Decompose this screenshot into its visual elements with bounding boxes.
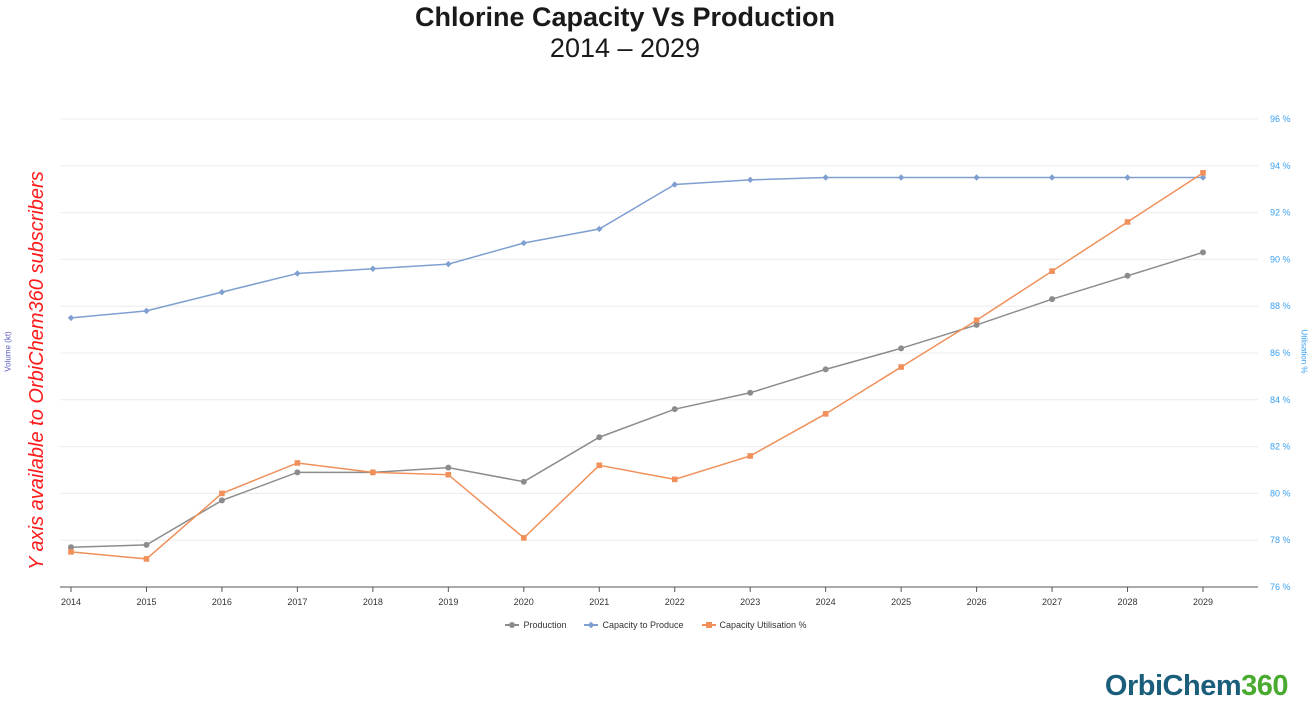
point-capacity-utilisation — [370, 469, 376, 476]
x-tick-label: 2021 — [589, 597, 609, 607]
point-production — [596, 434, 603, 441]
point-production — [747, 389, 754, 396]
x-tick-label: 2029 — [1193, 597, 1213, 607]
point-production — [898, 345, 905, 352]
y-tick-label: 78 % — [1270, 535, 1291, 545]
point-production — [973, 321, 980, 328]
point-production — [143, 541, 150, 548]
point-capacity-to-produce — [897, 174, 905, 181]
orbichem-logo: OrbiChem360 — [1104, 670, 1289, 703]
point-capacity-utilisation — [445, 471, 452, 478]
point-capacity-to-produce — [973, 174, 980, 181]
y-tick-label: 76 % — [1270, 582, 1291, 592]
legend-item-production[interactable]: Production — [505, 620, 566, 630]
x-tick-labels: 2014 2015 2016 2017 2018 2019 2020 2021 2022 2023… — [61, 597, 1213, 607]
series-line-capacity-utilisation — [70, 172, 1204, 560]
x-tick-label: 2028 — [1118, 597, 1138, 607]
series-line-production — [70, 251, 1204, 548]
point-capacity-utilisation — [822, 411, 829, 417]
x-tick-label: 2027 — [1042, 597, 1062, 607]
point-capacity-to-produce — [143, 307, 150, 315]
point-capacity-to-produce — [67, 314, 75, 322]
x-tick-label: 2018 — [363, 597, 383, 607]
point-capacity-to-produce — [218, 288, 226, 296]
point-production — [218, 497, 225, 504]
grid-lines — [60, 118, 1258, 541]
y-tick-label: 90 % — [1270, 254, 1291, 264]
chart-subtitle: 2014 – 2029 — [549, 33, 701, 63]
point-capacity-utilisation — [1200, 170, 1206, 176]
point-capacity-to-produce — [822, 174, 829, 181]
legend-swatch — [701, 620, 716, 630]
legend-item-capacity-to-produce[interactable]: Capacity to Produce — [584, 620, 684, 630]
legend-label: Production — [523, 620, 567, 630]
point-production — [1124, 272, 1131, 279]
point-capacity-to-produce — [294, 270, 301, 277]
y-tick-label: 82 % — [1270, 442, 1291, 452]
subscriber-watermark: Y axis available to OrbiChem360 subscrib… — [26, 171, 48, 570]
point-capacity-utilisation — [747, 453, 753, 459]
x-tick-label: 2024 — [816, 597, 836, 607]
point-production — [294, 469, 301, 476]
legend-item-capacity-utilisation[interactable]: Capacity Utilisation % — [701, 620, 807, 630]
point-capacity-utilisation — [671, 476, 678, 483]
x-tick-label: 2023 — [740, 597, 760, 607]
point-capacity-utilisation — [294, 460, 301, 466]
legend-swatch — [505, 620, 520, 630]
y-tick-label: 94 % — [1270, 161, 1291, 171]
point-capacity-to-produce — [369, 265, 377, 272]
x-tick-label: 2026 — [967, 597, 987, 607]
point-capacity-utilisation — [143, 556, 150, 562]
chart-legend: Production Capacity to Produce Capacity Ut… — [0, 620, 1312, 630]
point-capacity-to-produce — [445, 260, 452, 268]
point-capacity-utilisation — [521, 535, 527, 541]
point-capacity-to-produce — [1048, 174, 1056, 181]
point-capacity-utilisation — [898, 364, 904, 370]
y-tick-labels-right: 76 % 78 % 80 % 82 % 84 % 86 % 88 % 90 % 92 % 94 %… — [1270, 114, 1291, 592]
logo-text-orbichem: OrbiChem — [1104, 670, 1242, 702]
x-tick-label: 2025 — [891, 597, 911, 607]
point-capacity-to-produce — [520, 239, 527, 247]
axes — [60, 586, 1258, 592]
point-capacity-utilisation — [973, 317, 980, 324]
point-capacity-utilisation — [219, 490, 225, 497]
x-tick-label: 2015 — [136, 597, 156, 607]
y-tick-label: 84 % — [1270, 395, 1291, 405]
series-line-capacity-to-produce — [70, 176, 1203, 319]
point-capacity-utilisation — [1049, 268, 1055, 274]
point-capacity-to-produce — [1124, 174, 1131, 181]
y-tick-label: 80 % — [1270, 488, 1291, 498]
series-group — [67, 170, 1207, 562]
point-production — [1200, 249, 1206, 256]
legend-swatch — [584, 620, 599, 630]
point-production — [520, 478, 527, 485]
y-tick-label: 96 % — [1270, 114, 1291, 124]
point-capacity-to-produce — [747, 176, 754, 184]
x-tick-label: 2022 — [665, 597, 685, 607]
x-tick-label: 2016 — [212, 597, 232, 607]
point-capacity-utilisation — [596, 462, 603, 469]
point-production — [822, 366, 829, 373]
y-tick-label: 92 % — [1270, 208, 1291, 218]
point-production — [1049, 296, 1056, 303]
x-tick-label: 2020 — [514, 597, 534, 607]
chart-title: Chlorine Capacity Vs Production — [414, 2, 836, 32]
point-capacity-utilisation — [68, 549, 74, 555]
y-tick-label: 88 % — [1270, 301, 1291, 311]
x-tick-label: 2014 — [61, 597, 81, 607]
point-capacity-to-produce — [671, 181, 678, 188]
x-tick-label: 2019 — [438, 597, 458, 607]
point-production — [68, 544, 74, 551]
logo-text-360: 360 — [1241, 670, 1288, 702]
x-tick-label: 2017 — [287, 597, 307, 607]
point-capacity-to-produce — [1199, 174, 1207, 181]
legend-label: Capacity Utilisation % — [719, 620, 807, 630]
point-production — [445, 464, 452, 471]
legend-label: Capacity to Produce — [602, 620, 684, 630]
y-tick-label: 86 % — [1270, 348, 1291, 358]
point-production — [671, 406, 678, 413]
point-capacity-to-produce — [596, 225, 603, 233]
point-capacity-utilisation — [1124, 219, 1131, 225]
